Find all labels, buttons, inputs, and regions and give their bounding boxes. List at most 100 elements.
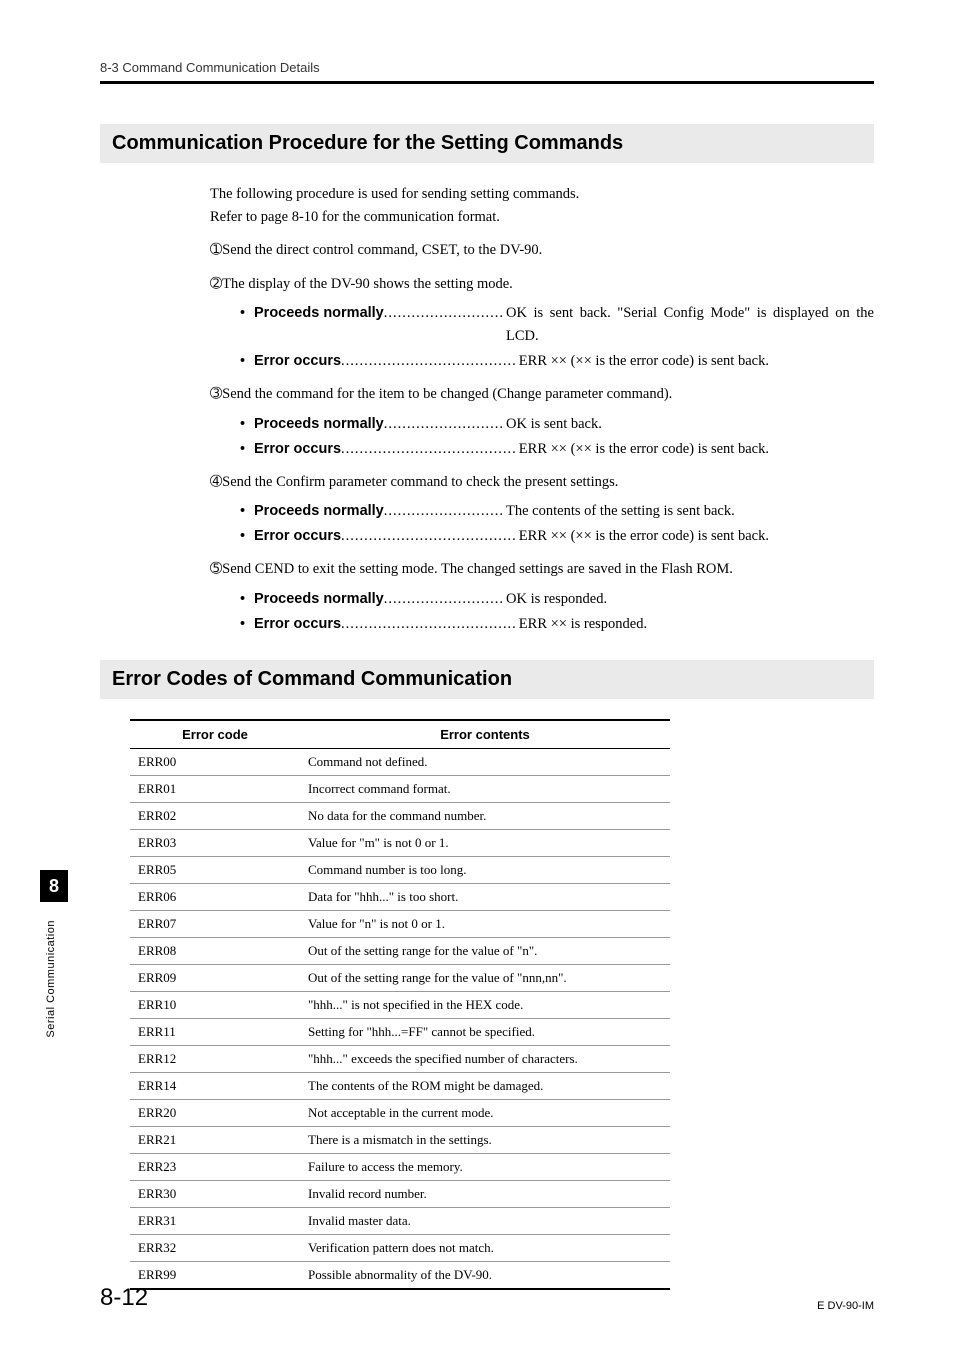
cell-contents: Command not defined. <box>300 749 670 776</box>
bullet-label: Error occurs <box>254 613 341 636</box>
bullet-leader: ...................................... <box>341 613 517 636</box>
cell-contents: Command number is too long. <box>300 857 670 884</box>
bullet-leader: .......................... <box>384 588 504 611</box>
cell-code: ERR21 <box>130 1127 300 1154</box>
step: ➀Send the direct control command, CSET, … <box>210 239 874 262</box>
bullet-marker: • <box>240 500 254 523</box>
table-row: ERR06Data for "hhh..." is too short. <box>130 884 670 911</box>
cell-code: ERR20 <box>130 1100 300 1127</box>
bullet-row: •Error occurs...........................… <box>240 350 874 373</box>
bullet-marker: • <box>240 438 254 461</box>
doc-id: E DV-90-IM <box>817 1300 874 1312</box>
cell-code: ERR06 <box>130 884 300 911</box>
cell-code: ERR00 <box>130 749 300 776</box>
bullet-label: Error occurs <box>254 525 341 548</box>
cell-contents: Data for "hhh..." is too short. <box>300 884 670 911</box>
table-row: ERR02No data for the command number. <box>130 803 670 830</box>
cell-code: ERR05 <box>130 857 300 884</box>
bullet-marker: • <box>240 613 254 636</box>
bullet-value: OK is sent back. <box>504 413 874 436</box>
bullet-row: •Proceeds normally......................… <box>240 588 874 611</box>
bullet-label: Proceeds normally <box>254 588 384 611</box>
table-header-contents: Error contents <box>300 720 670 749</box>
error-table: Error code Error contents ERR00Command n… <box>130 719 670 1290</box>
cell-contents: Invalid master data. <box>300 1208 670 1235</box>
bullet-row: •Error occurs...........................… <box>240 525 874 548</box>
section1-heading: Communication Procedure for the Setting … <box>100 124 874 163</box>
step: ➁The display of the DV-90 shows the sett… <box>210 273 874 296</box>
bullet-row: •Proceeds normally......................… <box>240 500 874 523</box>
cell-code: ERR01 <box>130 776 300 803</box>
table-header-code: Error code <box>130 720 300 749</box>
intro-line: Refer to page 8-10 for the communication… <box>210 206 874 229</box>
bullet-row: •Error occurs...........................… <box>240 438 874 461</box>
cell-code: ERR31 <box>130 1208 300 1235</box>
bullet-value: ERR ×× (×× is the error code) is sent ba… <box>517 350 874 373</box>
table-row: ERR31Invalid master data. <box>130 1208 670 1235</box>
table-row: ERR14The contents of the ROM might be da… <box>130 1073 670 1100</box>
cell-code: ERR03 <box>130 830 300 857</box>
table-row: ERR03Value for "m" is not 0 or 1. <box>130 830 670 857</box>
bullet-list: •Proceeds normally......................… <box>240 302 874 374</box>
cell-contents: Setting for "hhh...=FF" cannot be specif… <box>300 1019 670 1046</box>
bullet-label: Proceeds normally <box>254 413 384 436</box>
cell-code: ERR07 <box>130 911 300 938</box>
bullet-marker: • <box>240 525 254 548</box>
cell-contents: There is a mismatch in the settings. <box>300 1127 670 1154</box>
table-row: ERR05Command number is too long. <box>130 857 670 884</box>
bullet-label: Proceeds normally <box>254 500 384 523</box>
cell-code: ERR11 <box>130 1019 300 1046</box>
bullet-row: •Proceeds normally......................… <box>240 302 874 348</box>
bullet-list: •Proceeds normally......................… <box>240 413 874 461</box>
bullet-leader: ...................................... <box>341 438 517 461</box>
bullet-leader: .......................... <box>384 413 504 436</box>
table-row: ERR12"hhh..." exceeds the specified numb… <box>130 1046 670 1073</box>
breadcrumb: 8-3 Command Communication Details <box>100 60 874 75</box>
bullet-label: Error occurs <box>254 350 341 373</box>
cell-contents: The contents of the ROM might be damaged… <box>300 1073 670 1100</box>
bullet-marker: • <box>240 413 254 436</box>
cell-contents: "hhh..." is not specified in the HEX cod… <box>300 992 670 1019</box>
bullet-label: Error occurs <box>254 438 341 461</box>
chapter-tab: 8 <box>40 870 68 902</box>
bullet-marker: • <box>240 588 254 611</box>
page-number: 8-12 <box>100 1284 148 1312</box>
step: ➂Send the command for the item to be cha… <box>210 383 874 406</box>
table-row: ERR32Verification pattern does not match… <box>130 1235 670 1262</box>
step: ➄Send CEND to exit the setting mode. The… <box>210 558 874 581</box>
cell-code: ERR08 <box>130 938 300 965</box>
cell-contents: "hhh..." exceeds the specified number of… <box>300 1046 670 1073</box>
table-row: ERR07Value for "n" is not 0 or 1. <box>130 911 670 938</box>
cell-code: ERR12 <box>130 1046 300 1073</box>
intro-line: The following procedure is used for send… <box>210 183 874 206</box>
footer: 8-12 E DV-90-IM <box>100 1284 874 1312</box>
table-row: ERR01Incorrect command format. <box>130 776 670 803</box>
header-rule <box>100 81 874 84</box>
bullet-leader: ...................................... <box>341 350 517 373</box>
step: ➃Send the Confirm parameter command to c… <box>210 471 874 494</box>
table-row: ERR08Out of the setting range for the va… <box>130 938 670 965</box>
bullet-row: •Proceeds normally......................… <box>240 413 874 436</box>
bullet-value: ERR ×× (×× is the error code) is sent ba… <box>517 438 874 461</box>
table-row: ERR10"hhh..." is not specified in the HE… <box>130 992 670 1019</box>
table-row: ERR21There is a mismatch in the settings… <box>130 1127 670 1154</box>
bullet-value: ERR ×× is responded. <box>517 613 874 636</box>
cell-code: ERR23 <box>130 1154 300 1181</box>
cell-code: ERR10 <box>130 992 300 1019</box>
section1-body: The following procedure is used for send… <box>210 183 874 636</box>
bullet-leader: ...................................... <box>341 525 517 548</box>
cell-contents: Verification pattern does not match. <box>300 1235 670 1262</box>
cell-code: ERR14 <box>130 1073 300 1100</box>
cell-code: ERR09 <box>130 965 300 992</box>
bullet-leader: .......................... <box>384 302 504 325</box>
cell-code: ERR30 <box>130 1181 300 1208</box>
bullet-value: The contents of the setting is sent back… <box>504 500 874 523</box>
bullet-value: OK is sent back. "Serial Config Mode" is… <box>504 302 874 348</box>
cell-contents: Incorrect command format. <box>300 776 670 803</box>
chapter-label: Serial Communication <box>45 920 57 1038</box>
table-row: ERR30Invalid record number. <box>130 1181 670 1208</box>
cell-contents: Value for "n" is not 0 or 1. <box>300 911 670 938</box>
cell-contents: Invalid record number. <box>300 1181 670 1208</box>
bullet-value: ERR ×× (×× is the error code) is sent ba… <box>517 525 874 548</box>
bullet-value: OK is responded. <box>504 588 874 611</box>
